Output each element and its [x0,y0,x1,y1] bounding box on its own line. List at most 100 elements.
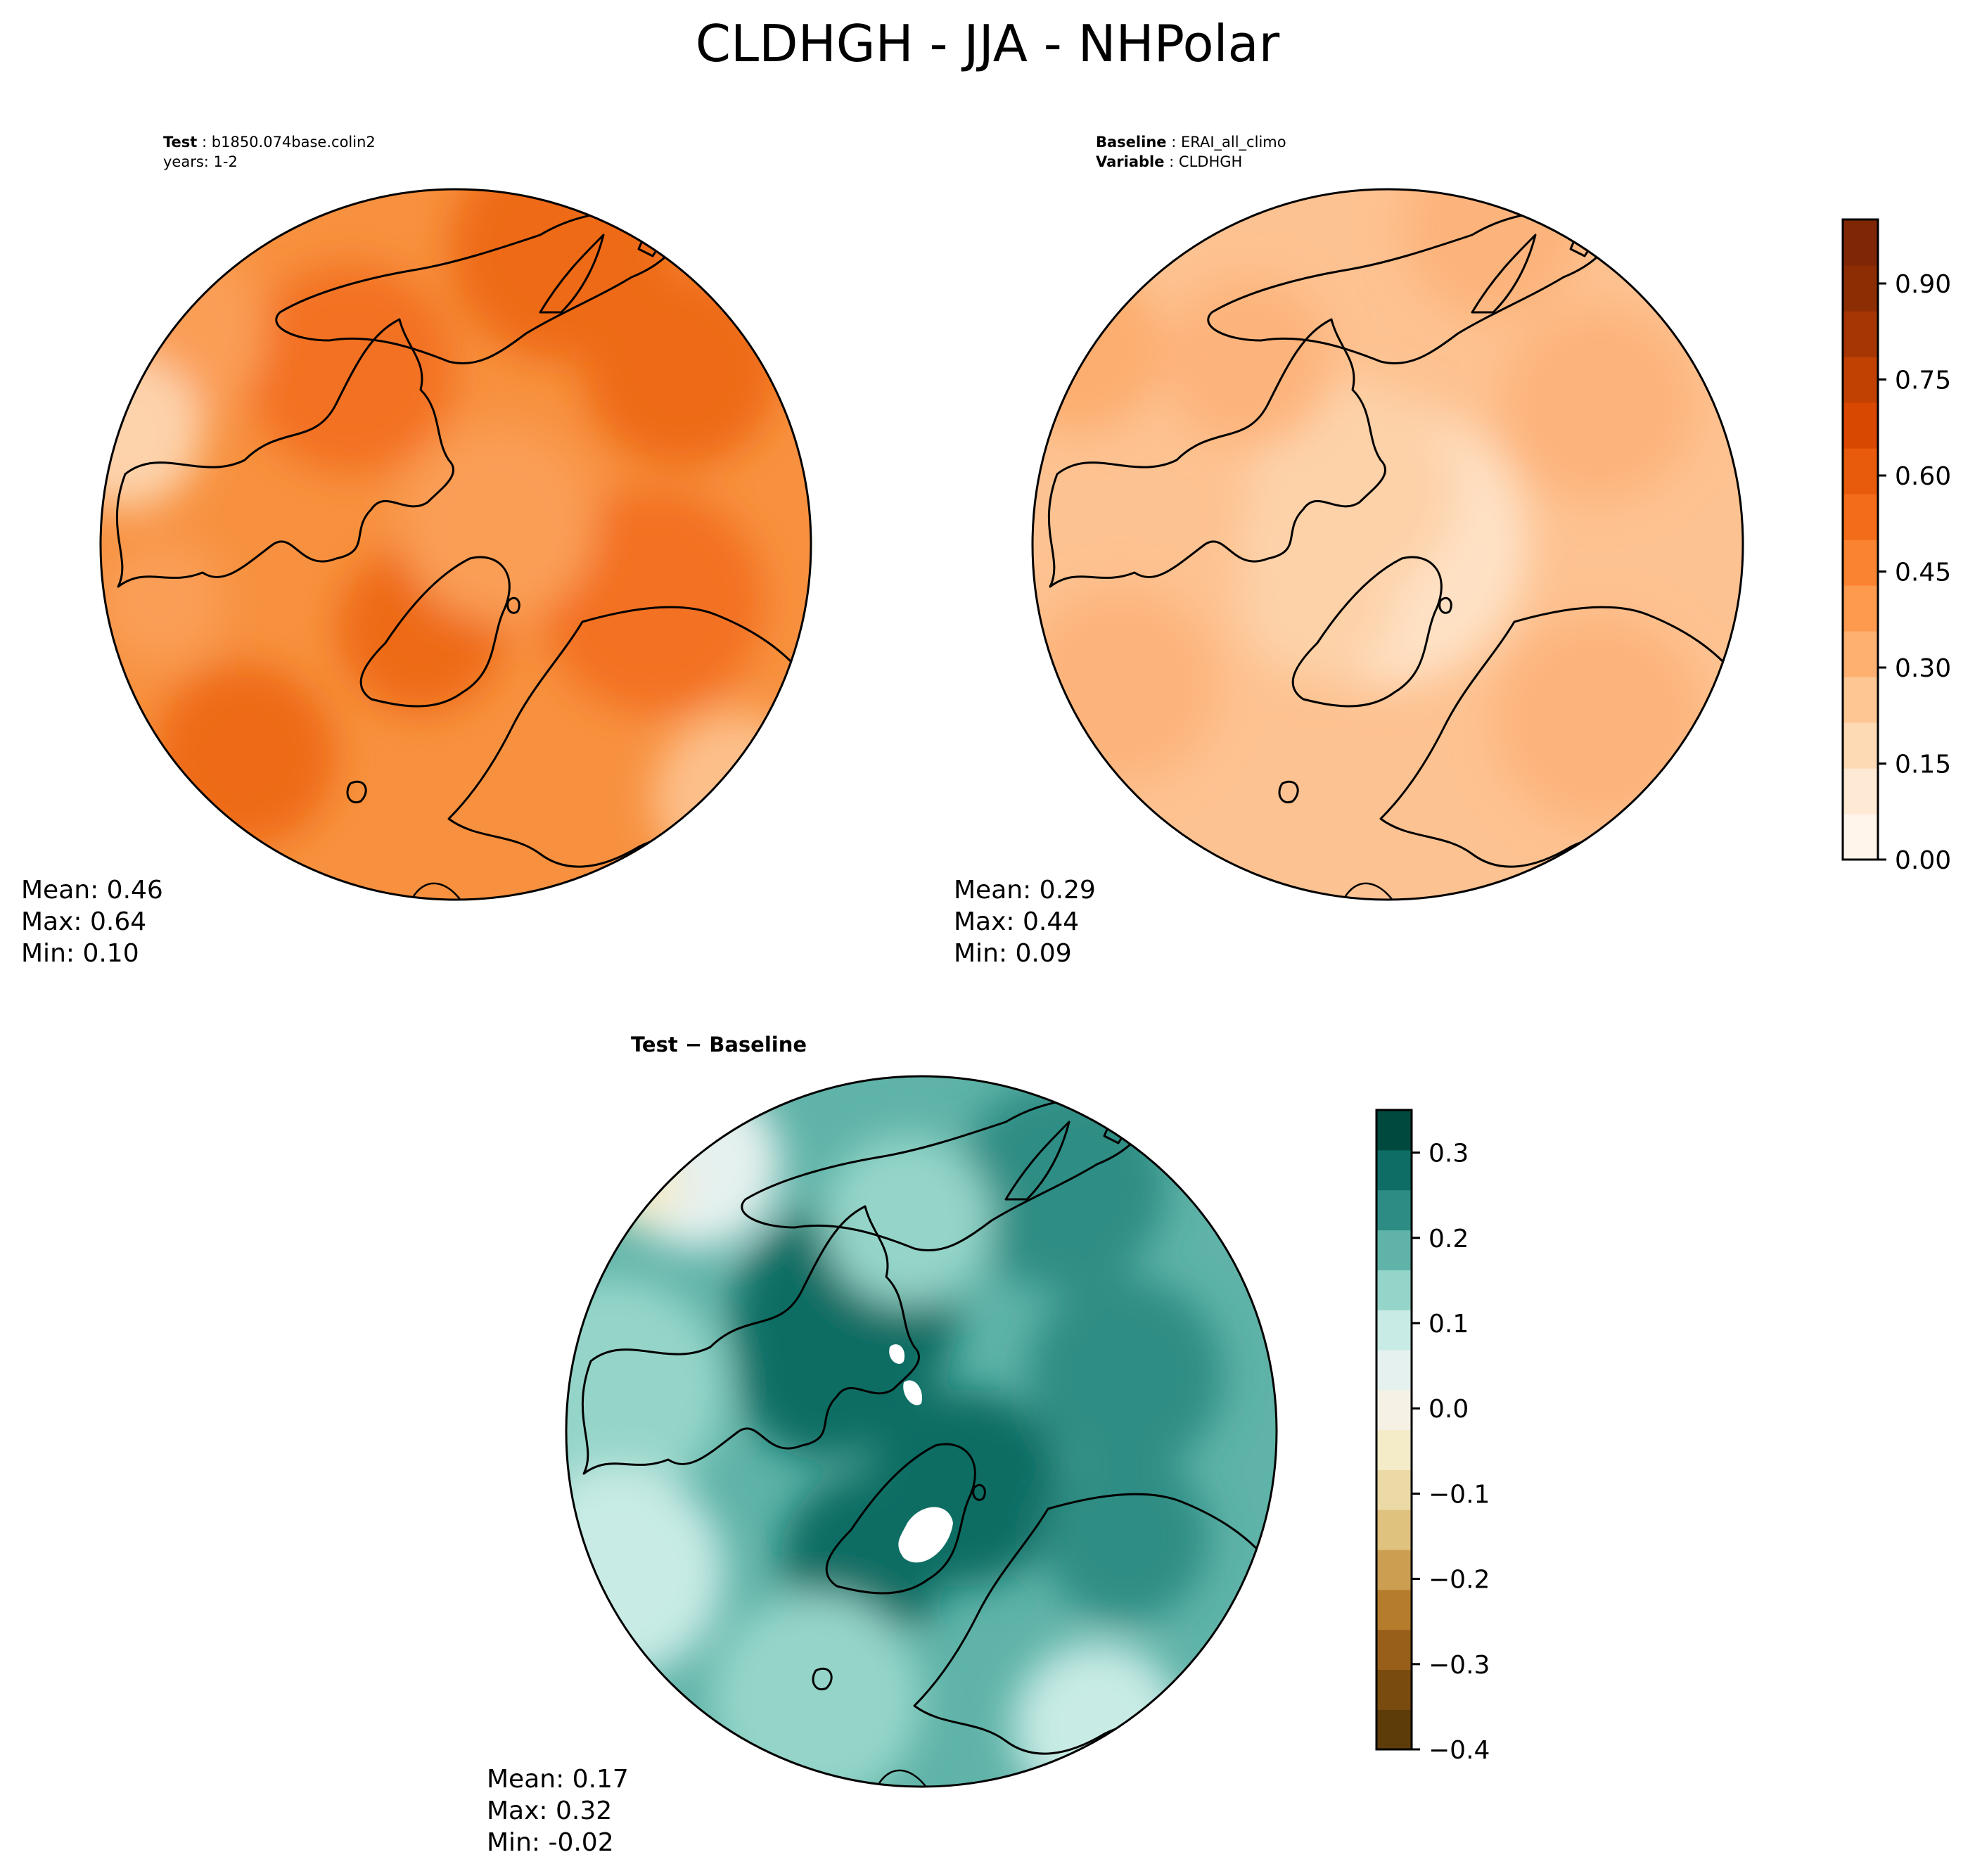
coastline [581,1205,920,1475]
contour-region [1493,615,1704,826]
coastline [1291,556,1443,708]
colorbar-tick-label: −0.3 [1428,1651,1490,1680]
colorbar-segment [1376,1510,1412,1550]
colorbar-tick-label: −0.4 [1428,1736,1490,1765]
contour-region [1402,189,1585,319]
colorbar-segment [1843,677,1878,723]
difference-map [566,1076,1277,1787]
contour-region [101,355,203,509]
coastline [972,1483,986,1501]
contour-region [957,1080,1168,1291]
colorbar-segment [1376,1230,1412,1270]
colorbar-tick-label: 0.15 [1895,751,1951,779]
coastline [539,234,605,314]
colorbar-tick-label: 0.30 [1895,654,1951,683]
colorbar-segment [1376,1429,1412,1470]
coastline [590,1099,676,1109]
coastline [1004,1121,1070,1201]
coastline [1047,318,1386,588]
test-map [101,189,811,900]
coastline [346,780,367,804]
difference-stats: Mean: 0.17 Max: 0.32 Min: -0.02 [487,1763,629,1858]
test-mean: Mean: 0.46 [21,876,163,905]
contour-region [101,537,224,664]
colorbar-segment [1376,1709,1412,1750]
coastline [1344,882,1396,900]
colorbar-tick-label: −0.1 [1428,1480,1490,1509]
coastline [1207,210,1611,365]
baseline-max: Max: 0.44 [954,907,1080,936]
colorbar-segment [1376,1189,1412,1231]
colorbar-segment [1843,448,1878,494]
colorbar-segment [1843,540,1878,586]
coastline [1626,189,1719,243]
coastline [1471,234,1537,314]
colorbar-tick-label: 0.00 [1895,846,1951,875]
colorbar-tick-label: 0.75 [1895,366,1951,395]
contour-region [653,713,811,882]
field-colorbar: 0.00 0.15 0.30 0.45 0.60 0.75 0.90 [1841,218,1951,875]
colorbar-segment [1376,1669,1412,1710]
colorbar-segment [1843,402,1878,449]
colorbar-tick-label: 0.0 [1428,1395,1469,1424]
colorbar-frame [1841,218,1879,861]
colorbar-segment [1843,631,1878,677]
difference-title: Test − Baseline [631,1033,807,1057]
test-header-label: Test [163,134,198,151]
colorbar-tick-label: 0.3 [1428,1140,1469,1168]
colorbar-tick-label: 0.1 [1428,1310,1469,1339]
colorbar-segment [1376,1589,1412,1631]
coastline [412,882,464,900]
variable-value: CLDHGH [1178,153,1243,170]
contour-region [582,270,779,467]
baseline-header-label: Baseline [1096,134,1167,151]
missing-data-region [903,1380,922,1405]
contour-region [566,1467,724,1678]
colorbar-segment [1376,1110,1412,1151]
contour-region [566,1277,724,1502]
test-years: years: 1-2 [163,153,238,170]
contour-region [739,1291,907,1460]
colorbar-segment [1843,311,1878,357]
coastline [825,1443,976,1595]
test-header: Test : b1850.074base.colin2 years: 1-2 [163,134,376,170]
contour-region [1033,587,1219,784]
colorbar-segment [1843,585,1878,632]
contour-region [1027,1277,1224,1474]
missing-data-region [889,1344,905,1364]
colorbar-tick-label: 0.2 [1428,1225,1469,1253]
colorbar-tick-label: 0.60 [1895,462,1951,491]
baseline-header-value: ERAI_all_climo [1180,134,1286,151]
difference-mean: Mean: 0.17 [487,1765,629,1794]
difference-max: Max: 0.32 [487,1797,613,1825]
variable-label: Variable [1096,153,1165,170]
test-max: Max: 0.64 [21,907,147,936]
contour-region [1013,1642,1182,1787]
contour-region [1033,263,1163,432]
contour-region [153,664,336,847]
contour-region [823,1136,992,1305]
coastline [124,212,210,222]
contour-region [865,1389,1062,1586]
test-header-value: b1850.074base.colin2 [211,134,376,151]
baseline-stats: Mean: 0.29 Max: 0.44 Min: 0.09 [954,874,1096,969]
colorbar-tick-label: −0.2 [1428,1566,1490,1595]
test-stats: Mean: 0.46 Max: 0.64 Min: 0.10 [21,874,163,969]
coastline [1278,780,1299,804]
missing-data-region [898,1507,953,1563]
colorbar-tick-label: 0.45 [1895,559,1951,587]
figure-title: CLDHGH - JJA - NHPolar [695,14,1280,73]
coastline [741,1097,1145,1252]
coastline [812,1667,833,1691]
baseline-mean: Mean: 0.29 [954,876,1096,905]
contour-region [400,425,596,622]
colorbar-frame [1375,1109,1413,1751]
coastline [506,596,520,614]
colorbar-segment [1376,1549,1412,1590]
colorbar-segment [1376,1469,1412,1510]
coastline [1056,212,1142,222]
colorbar-segment [1376,1149,1412,1191]
baseline-map-border [1031,188,1744,901]
colorbar-segment [1376,1629,1412,1670]
